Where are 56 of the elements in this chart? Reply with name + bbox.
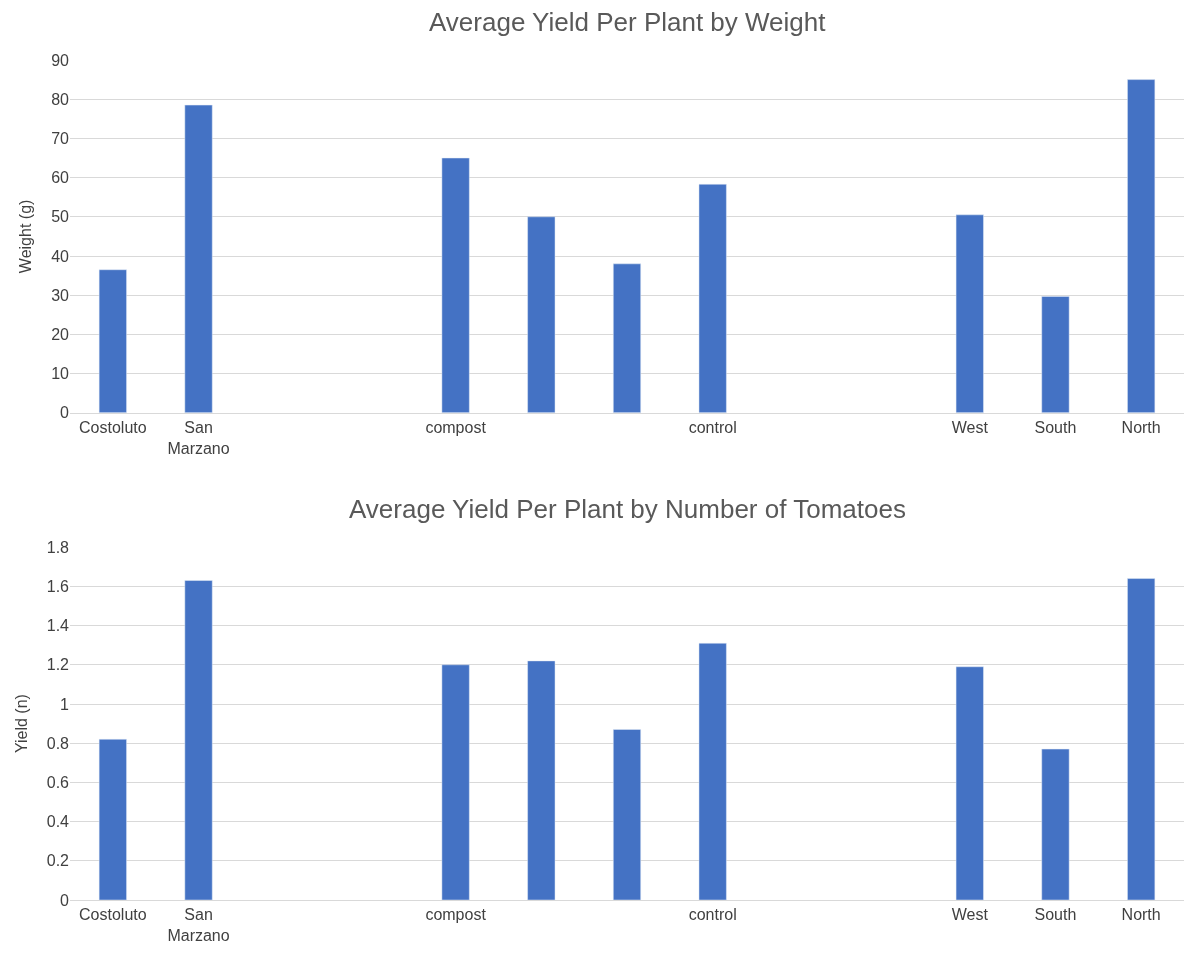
bar bbox=[1127, 79, 1156, 413]
x-tick-label: South bbox=[1034, 906, 1077, 924]
y-axis-title: Weight (g) bbox=[17, 199, 35, 274]
bar bbox=[441, 157, 470, 413]
bar bbox=[441, 664, 470, 900]
chart-title: Average Yield Per Plant by Number of Tomatoes bbox=[349, 494, 906, 524]
bar bbox=[698, 184, 727, 413]
x-tick-label: San Marzano bbox=[167, 906, 230, 944]
bar bbox=[527, 660, 556, 900]
bar bbox=[613, 729, 641, 900]
y-tick-label: 1.6 bbox=[46, 578, 70, 595]
x-tick-label: San Marzano bbox=[167, 419, 230, 457]
y-tick-label: 1.2 bbox=[46, 656, 70, 674]
bar bbox=[955, 666, 984, 900]
x-tick-label: compost bbox=[425, 906, 487, 924]
bar bbox=[613, 263, 641, 413]
y-tick-label: 0.4 bbox=[46, 813, 70, 831]
y-tick-label: 90 bbox=[51, 51, 70, 69]
y-tick-label: 30 bbox=[51, 286, 70, 304]
x-tick-label: West bbox=[951, 906, 989, 924]
bar bbox=[1041, 748, 1070, 900]
bar bbox=[184, 580, 213, 900]
x-tick-label: control bbox=[688, 419, 737, 436]
y-tick-label: 0 bbox=[60, 404, 70, 422]
y-tick-label: 0.2 bbox=[46, 852, 70, 870]
bar bbox=[1127, 578, 1156, 900]
y-axis-title: Yield (n) bbox=[12, 694, 30, 754]
bar bbox=[98, 739, 127, 900]
y-tick-label: 1.8 bbox=[46, 538, 70, 556]
y-tick-label: 0.6 bbox=[46, 774, 70, 791]
y-tick-label: 0 bbox=[60, 891, 70, 909]
y-tick-label: 50 bbox=[51, 208, 70, 226]
x-tick-label: control bbox=[688, 906, 737, 924]
y-tick-label: 10 bbox=[51, 365, 70, 383]
bar bbox=[955, 214, 984, 413]
x-tick-label: Costoluto bbox=[79, 419, 147, 436]
x-tick-label: South bbox=[1034, 419, 1077, 436]
x-tick-label: West bbox=[951, 419, 989, 436]
y-tick-label: 0.8 bbox=[46, 734, 70, 752]
bar bbox=[184, 104, 213, 413]
bar bbox=[527, 216, 556, 413]
bar bbox=[1041, 296, 1070, 413]
x-tick-label: North bbox=[1121, 419, 1161, 436]
bar bbox=[698, 642, 727, 900]
x-tick-label: compost bbox=[425, 419, 487, 436]
y-tick-label: 1 bbox=[60, 695, 70, 713]
bar bbox=[98, 269, 127, 413]
y-tick-label: 1.4 bbox=[46, 617, 70, 635]
y-tick-label: 70 bbox=[51, 130, 70, 147]
y-tick-label: 40 bbox=[51, 247, 70, 265]
y-tick-label: 20 bbox=[51, 326, 70, 343]
y-tick-label: 60 bbox=[51, 169, 70, 187]
y-tick-label: 80 bbox=[51, 90, 70, 108]
x-tick-label: Costoluto bbox=[79, 906, 147, 924]
chart-title: Average Yield Per Plant by Weight bbox=[429, 7, 827, 37]
x-tick-label: North bbox=[1121, 906, 1161, 924]
